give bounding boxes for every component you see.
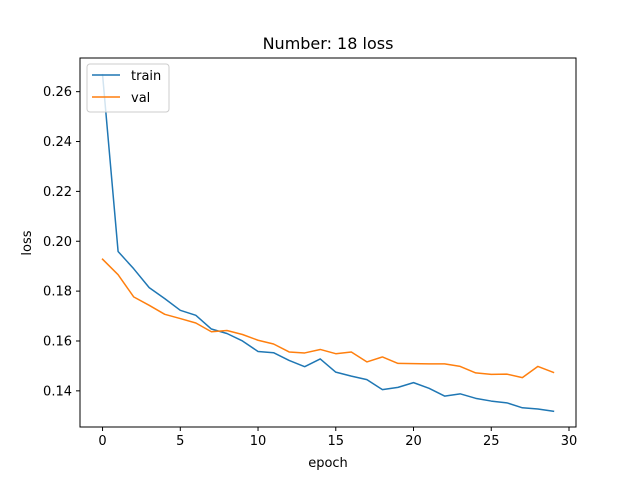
x-tick-label: 25 (483, 434, 500, 449)
y-tick-label: 0.20 (43, 235, 72, 250)
x-tick-label: 0 (98, 434, 106, 449)
y-tick-label: 0.18 (43, 285, 72, 300)
series-layer (101, 73, 555, 413)
series-line-val (101, 258, 555, 379)
y-axis: 0.14 0.16 0.18 0.20 0.22 0.24 0.26 (43, 85, 80, 399)
legend-label-val: val (131, 91, 150, 106)
x-tick-label: 10 (250, 434, 267, 449)
y-tick-label: 0.14 (43, 384, 72, 399)
x-tick-label: 30 (561, 434, 578, 449)
chart-title: Number: 18 loss (263, 34, 394, 53)
y-tick-label: 0.22 (43, 185, 72, 200)
legend-label-train: train (131, 69, 161, 84)
plot-area (80, 58, 576, 427)
x-axis-label: epoch (308, 456, 348, 471)
legend-box (86, 63, 170, 113)
x-axis: 0 5 10 15 20 25 30 (98, 427, 577, 449)
x-tick-label: 5 (176, 434, 184, 449)
legend: train val (86, 63, 170, 113)
x-tick-label: 15 (328, 434, 345, 449)
y-axis-label: loss (20, 230, 35, 255)
plot-frame (79, 57, 577, 428)
x-tick-label: 20 (405, 434, 422, 449)
series-line-train (101, 73, 555, 413)
y-tick-label: 0.24 (43, 135, 72, 150)
y-tick-label: 0.26 (43, 85, 72, 100)
y-tick-label: 0.16 (43, 334, 72, 349)
